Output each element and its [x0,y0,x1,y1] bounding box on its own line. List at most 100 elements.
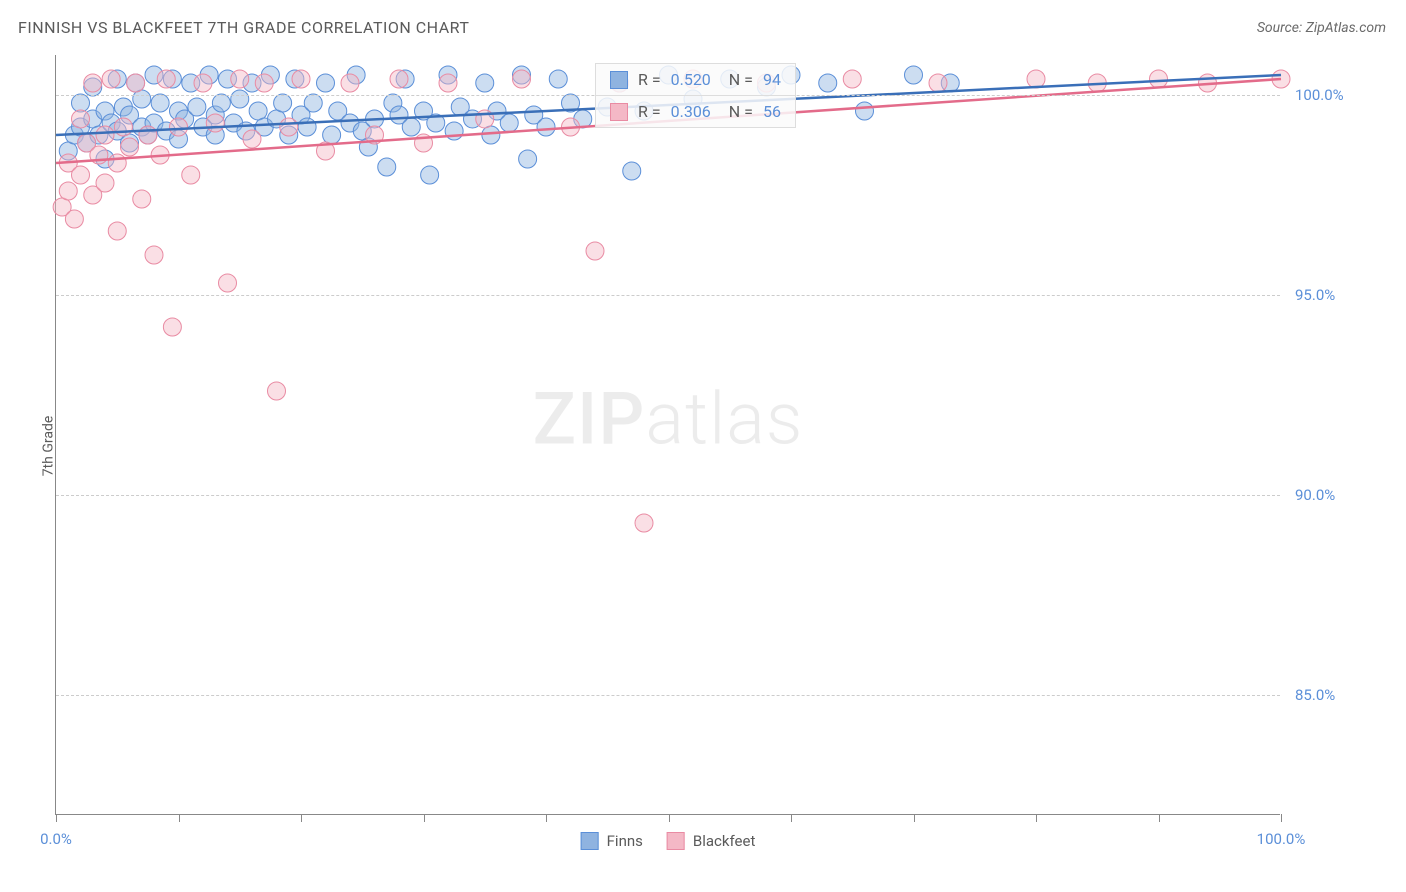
scatter-point [72,166,90,184]
scatter-point [249,102,267,120]
scatter-point [108,222,126,240]
scatter-point [219,274,237,292]
x-tick [1036,814,1037,822]
chart-title: FINNISH VS BLACKFEET 7TH GRADE CORRELATI… [18,18,469,37]
scatter-point [500,114,518,132]
scatter-point [1027,70,1045,88]
scatter-point [513,70,531,88]
scatter-point [231,70,249,88]
scatter-point [206,114,224,132]
legend-swatch-blackfeet [667,832,685,850]
scatter-point [421,166,439,184]
scatter-point [243,130,261,148]
scatter-point [292,70,310,88]
scatter-plot-svg [56,55,1280,814]
scatter-point [378,158,396,176]
scatter-point [341,74,359,92]
scatter-point [304,94,322,112]
scatter-point [905,66,923,84]
scatter-point [72,94,90,112]
n-label: N = [729,70,753,89]
scatter-point [102,70,120,88]
x-tick [56,814,57,822]
scatter-point [163,318,181,336]
scatter-point [182,166,200,184]
scatter-point [170,118,188,136]
gridline [56,295,1280,296]
y-tick-label: 100.0% [1295,86,1375,104]
scatter-point [96,174,114,192]
scatter-point [133,190,151,208]
r-value: 0.520 [671,70,711,89]
stats-swatch [610,103,628,121]
plot-area: ZIPatlas Finns Blackfeet 85.0%90.0%95.0%… [55,55,1280,815]
scatter-point [231,90,249,108]
scatter-point [537,118,555,136]
scatter-point [255,74,273,92]
r-label: R = [638,102,661,121]
stats-box: R = 0.520 N = 94 [595,63,796,96]
scatter-point [586,242,604,260]
x-tick [1281,814,1282,822]
x-tick [1159,814,1160,822]
scatter-point [623,162,641,180]
scatter-point [298,118,316,136]
scatter-point [843,70,861,88]
scatter-point [317,74,335,92]
x-tick [669,814,670,822]
scatter-point [476,74,494,92]
legend-swatch-finns [581,832,599,850]
scatter-point [121,138,139,156]
scatter-point [856,102,874,120]
scatter-point [482,126,500,144]
scatter-point [139,126,157,144]
scatter-point [114,118,132,136]
legend: Finns Blackfeet [581,832,756,850]
legend-item-finns: Finns [581,832,643,850]
scatter-point [519,150,537,168]
x-tick [791,814,792,822]
scatter-point [84,74,102,92]
scatter-point [274,94,292,112]
scatter-point [65,210,83,228]
n-value: 56 [763,102,781,121]
x-tick [546,814,547,822]
legend-item-blackfeet: Blackfeet [667,832,755,850]
scatter-point [127,74,145,92]
gridline [56,495,1280,496]
stats-swatch [610,71,628,89]
y-tick-label: 85.0% [1295,686,1375,704]
stats-box: R = 0.306 N = 56 [595,95,796,128]
r-value: 0.306 [671,102,711,121]
x-tick [301,814,302,822]
scatter-point [549,70,567,88]
r-label: R = [638,70,661,89]
source-attribution: Source: ZipAtlas.com [1257,20,1386,36]
scatter-point [108,154,126,172]
scatter-point [635,514,653,532]
scatter-point [390,70,408,88]
scatter-point [133,90,151,108]
scatter-point [929,74,947,92]
scatter-point [188,98,206,116]
scatter-point [1150,70,1168,88]
legend-label-finns: Finns [607,832,643,850]
legend-label-blackfeet: Blackfeet [693,832,755,850]
scatter-point [145,246,163,264]
x-tick [914,814,915,822]
x-tick-label: 100.0% [1257,830,1306,848]
scatter-point [96,126,114,144]
n-value: 94 [763,70,781,89]
y-tick-label: 95.0% [1295,286,1375,304]
scatter-point [819,74,837,92]
scatter-point [157,70,175,88]
scatter-point [194,74,212,92]
scatter-point [402,118,420,136]
scatter-point [212,94,230,112]
n-label: N = [729,102,753,121]
scatter-point [268,382,286,400]
x-tick [179,814,180,822]
scatter-point [323,126,341,144]
y-tick-label: 90.0% [1295,486,1375,504]
x-tick-label: 0.0% [40,830,72,848]
